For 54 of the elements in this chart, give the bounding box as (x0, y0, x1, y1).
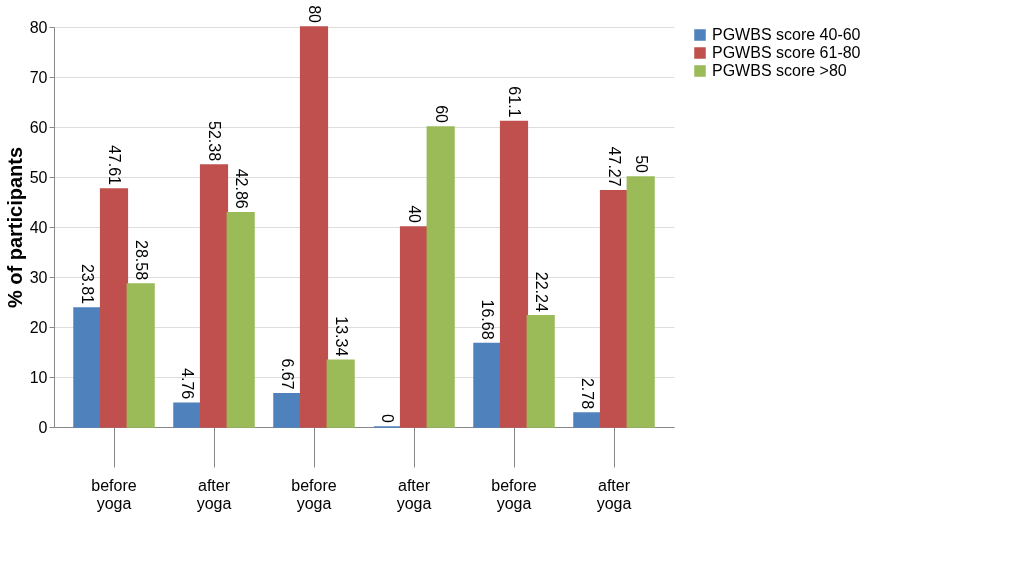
bar (199, 164, 229, 428)
data-label: 47.27 (606, 146, 623, 187)
data-label: 50 (632, 155, 650, 174)
bar (426, 126, 455, 428)
data-label: 61.1 (506, 86, 523, 118)
data-label: 23.81 (79, 263, 97, 305)
y-axis-title: % of participants (3, 146, 26, 309)
data-label: 6.67 (279, 358, 297, 390)
x-tick-label: before yoga (91, 476, 137, 512)
bar (599, 189, 629, 428)
bar (173, 402, 202, 428)
bar (473, 342, 502, 428)
bar (99, 188, 129, 428)
legend-label: PGWBS score 61-80 (712, 44, 861, 61)
data-label: 13.34 (332, 316, 350, 357)
y-tick-label: 20 (29, 318, 48, 336)
data-label: 28.58 (132, 240, 150, 281)
bar (226, 211, 255, 428)
data-label: 42.86 (232, 168, 250, 209)
x-tick-label: before yoga (491, 476, 537, 512)
y-tick-label: 80 (29, 18, 48, 36)
data-label: 40 (406, 205, 423, 224)
data-label: 4.76 (179, 368, 197, 400)
bar (573, 412, 602, 428)
data-label: 52.38 (206, 121, 223, 162)
y-tick-label: 30 (29, 268, 48, 286)
x-tick-label: before yoga (291, 476, 337, 512)
data-label: 60 (432, 105, 450, 124)
data-label: 16.68 (479, 299, 497, 340)
bar (273, 392, 302, 428)
bar (326, 359, 355, 428)
data-label: 47.61 (106, 144, 123, 186)
bar (126, 283, 155, 428)
y-tick-label: 70 (29, 68, 48, 86)
bar (626, 176, 655, 428)
data-label: 80 (306, 5, 323, 24)
bar (526, 315, 555, 428)
y-tick-label: 40 (29, 218, 48, 236)
legend-label: PGWBS score >80 (712, 62, 847, 79)
bar (299, 26, 329, 428)
legend-label: PGWBS score 40-60 (712, 26, 861, 43)
bar (399, 226, 429, 428)
data-label: 22.24 (532, 271, 550, 312)
x-tick-label: after yoga (396, 476, 432, 512)
x-tick-label: after yoga (196, 476, 232, 512)
bar (499, 120, 529, 428)
y-tick-label: 0 (38, 418, 48, 436)
data-label: 0 (379, 414, 397, 424)
y-tick-label: 10 (29, 368, 48, 386)
x-tick-label: after yoga (596, 476, 632, 512)
y-tick-label: 50 (29, 168, 48, 186)
y-tick-label: 60 (29, 118, 48, 136)
data-label: 2.78 (579, 377, 597, 410)
bar (73, 307, 102, 428)
